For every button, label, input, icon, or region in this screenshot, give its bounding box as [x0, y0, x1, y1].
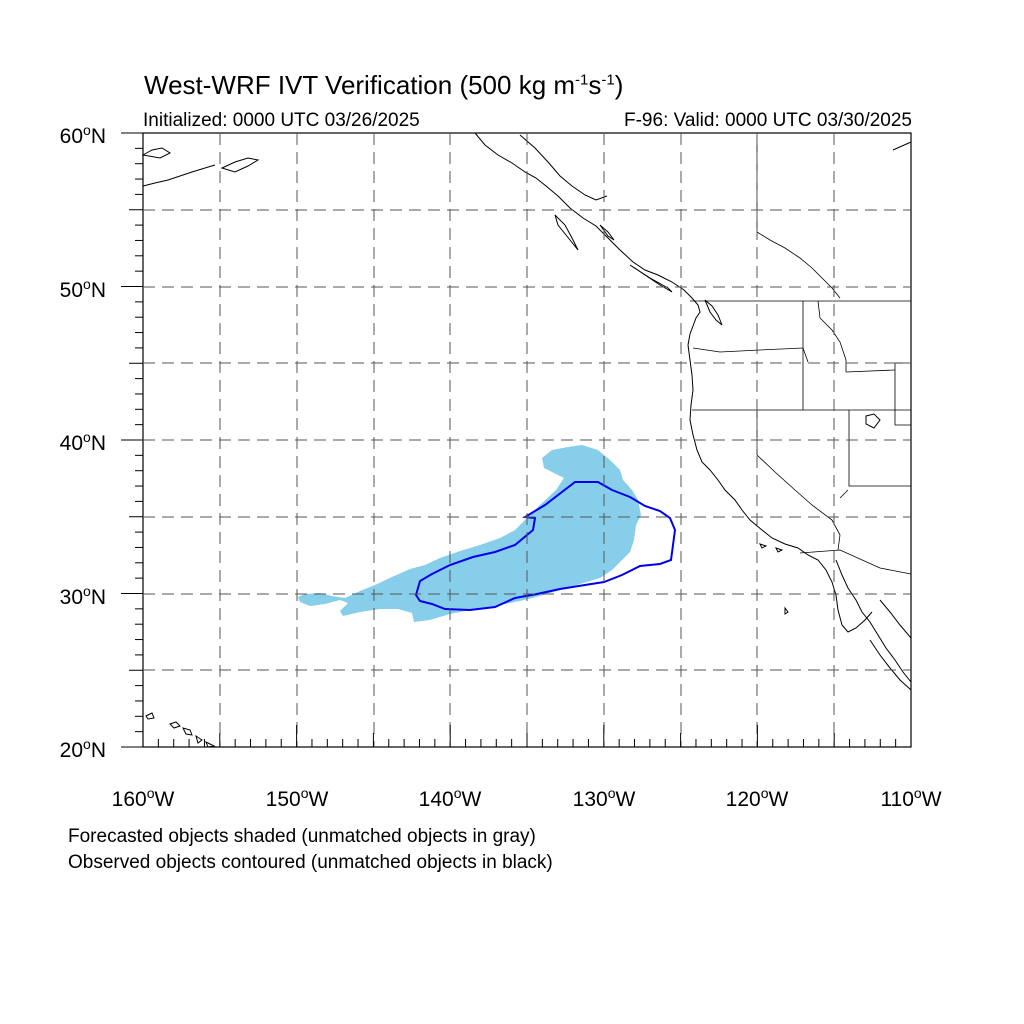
- lon-label-110w: 110oW: [880, 785, 942, 811]
- lat-label-30n: 30oN: [59, 583, 106, 609]
- observed-legend-note: Observed objects contoured (unmatched ob…: [68, 852, 553, 873]
- political-boundaries: [690, 133, 912, 575]
- lon-label-130w: 130oW: [572, 785, 636, 811]
- lat-label-50n: 50oN: [59, 276, 106, 302]
- lon-label-140w: 140oW: [418, 785, 482, 811]
- init-time-label: Initialized: 0000 UTC 03/26/2025: [143, 110, 420, 131]
- lat-label-20n: 20oN: [59, 736, 106, 762]
- coastlines: [141, 132, 912, 748]
- valid-time-label: F-96: Valid: 0000 UTC 03/30/2025: [624, 110, 912, 131]
- map-title: West-WRF IVT Verification (500 kg m-1s-1…: [144, 70, 624, 100]
- lon-label-160w: 160oW: [111, 785, 175, 811]
- graticule: [143, 133, 911, 747]
- lon-label-120w: 120oW: [725, 785, 789, 811]
- axis-ticks: [121, 132, 912, 748]
- lat-label-60n: 60oN: [59, 122, 106, 148]
- observed-ivt-contour: [414, 481, 677, 612]
- lon-label-150w: 150oW: [265, 785, 329, 811]
- forecast-legend-note: Forecasted objects shaded (unmatched obj…: [68, 826, 536, 847]
- forecast-ivt-object: [298, 445, 641, 622]
- lat-label-40n: 40oN: [59, 429, 106, 455]
